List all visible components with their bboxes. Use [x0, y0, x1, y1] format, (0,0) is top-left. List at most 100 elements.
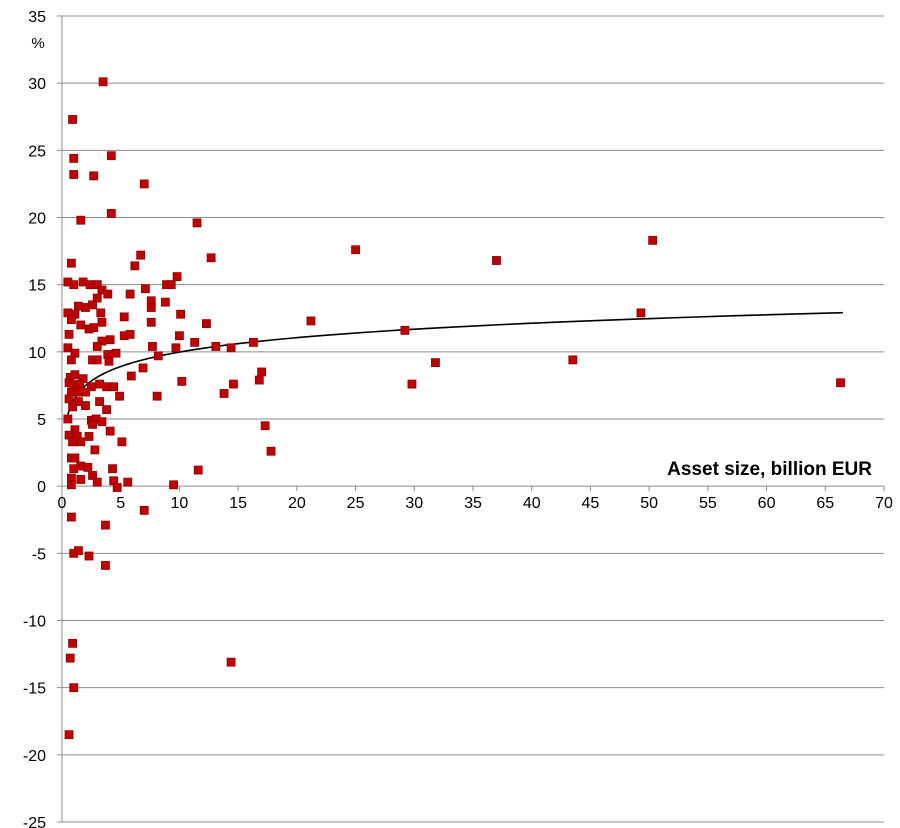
data-point — [101, 520, 110, 530]
data-point — [69, 170, 79, 179]
data-point — [96, 308, 106, 318]
data-point — [83, 462, 93, 472]
x-tick-label: 40 — [523, 495, 541, 512]
data-point — [211, 342, 221, 351]
data-point — [226, 343, 236, 353]
data-point — [89, 323, 99, 333]
data-point — [306, 316, 316, 326]
data-point — [75, 379, 85, 389]
y-tick-label: -10 — [23, 614, 46, 631]
y-tick-label: 30 — [28, 76, 46, 93]
data-point — [65, 653, 75, 663]
data-point — [202, 319, 211, 329]
data-point — [130, 261, 140, 271]
data-point — [101, 561, 110, 570]
data-point — [81, 387, 90, 397]
data-point — [97, 317, 107, 327]
x-tick-label: 65 — [816, 495, 834, 512]
data-point — [89, 171, 99, 181]
data-point — [74, 546, 83, 556]
data-point — [88, 419, 97, 429]
data-point — [407, 379, 417, 389]
data-point — [69, 280, 79, 290]
x-tick-label: 10 — [171, 495, 189, 512]
y-tick-label: -20 — [23, 748, 46, 765]
data-point — [115, 391, 124, 401]
data-point — [102, 405, 112, 415]
data-point — [92, 342, 102, 351]
data-point — [92, 280, 102, 290]
x-tick-label: 55 — [699, 495, 717, 512]
axes — [57, 15, 885, 823]
x-tick-label: 20 — [288, 495, 306, 512]
data-point — [119, 312, 129, 322]
data-point — [648, 235, 658, 245]
data-point — [140, 284, 150, 294]
data-point — [153, 351, 163, 361]
trendline-layer — [67, 311, 843, 415]
data-point — [160, 297, 170, 307]
data-point — [400, 325, 410, 335]
data-point — [66, 480, 76, 490]
data-point — [177, 376, 187, 386]
data-point — [105, 426, 115, 436]
data-point — [146, 303, 156, 312]
data-point — [104, 356, 114, 366]
data-point — [84, 551, 94, 561]
data-point — [63, 343, 73, 353]
data-point — [266, 446, 276, 456]
data-point — [64, 730, 74, 740]
data-point — [90, 445, 100, 455]
data-point — [69, 153, 79, 163]
data-point — [92, 293, 102, 303]
x-tick-label: 30 — [405, 495, 423, 512]
x-axis-title: Asset size, billion EUR — [667, 459, 872, 480]
data-point — [206, 253, 216, 263]
data-point — [98, 77, 108, 87]
data-point — [68, 402, 77, 412]
data-point — [109, 382, 119, 392]
data-point — [568, 355, 578, 365]
data-point — [84, 432, 94, 441]
data-point — [66, 315, 76, 324]
x-tick-label: 70 — [875, 495, 893, 512]
data-point — [95, 397, 104, 406]
data-point — [106, 151, 116, 161]
data-point — [97, 417, 107, 427]
data-point — [64, 329, 74, 339]
data-point — [193, 465, 203, 475]
data-point — [836, 378, 845, 388]
y-tick-label: 15 — [28, 278, 46, 295]
data-point — [126, 371, 136, 381]
data-point — [175, 331, 184, 341]
data-point — [92, 355, 102, 365]
data-point — [148, 342, 157, 351]
data-point — [111, 348, 121, 358]
data-point — [63, 414, 73, 424]
data-point — [106, 209, 116, 218]
x-tick-label: 45 — [582, 495, 600, 512]
data-point — [68, 437, 77, 447]
data-point — [351, 245, 360, 255]
data-point — [70, 453, 80, 463]
data-point — [64, 394, 74, 404]
data-point — [192, 218, 202, 228]
data-point — [76, 320, 86, 330]
x-tick-labels: 0 5 10 15 20 25 30 35 40 45 50 55 60 65 70 — [58, 495, 893, 512]
data-point — [139, 179, 149, 189]
data-point — [138, 363, 148, 373]
data-point — [105, 335, 115, 345]
data-point — [68, 115, 77, 124]
data-point — [219, 389, 229, 398]
data-point — [76, 475, 86, 484]
data-point — [88, 300, 97, 310]
y-tick-labels: -25 -20 -15 -10 -5 0 5 10 15 20 25 30 35 — [23, 9, 46, 828]
data-point — [172, 272, 182, 282]
x-tick-label: 5 — [116, 495, 125, 512]
data-point — [226, 657, 236, 667]
data-point — [81, 401, 90, 410]
x-tick-label: 50 — [640, 495, 658, 512]
y-tick-label: 0 — [37, 479, 46, 496]
data-point — [76, 215, 86, 225]
